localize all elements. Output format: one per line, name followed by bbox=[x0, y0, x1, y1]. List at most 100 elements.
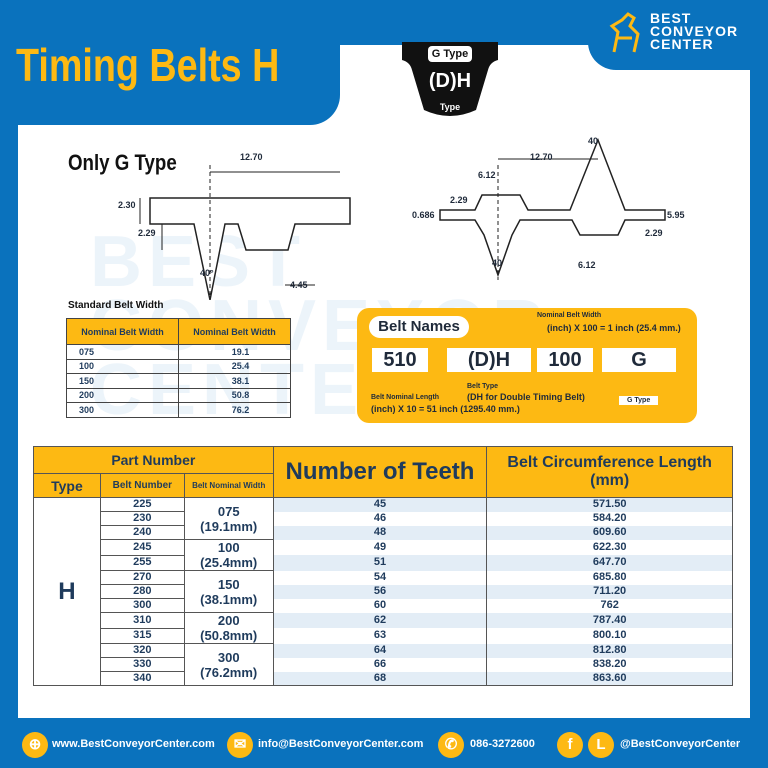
phone-icon: ✆ bbox=[438, 732, 464, 758]
length-cell: 685.80 bbox=[592, 571, 627, 583]
page-title: Timing Belts H bbox=[16, 39, 280, 91]
belt-number-cell: 300 bbox=[99, 598, 185, 613]
width-formula: (inch) X 100 = 1 inch (25.4 mm.) bbox=[547, 323, 681, 333]
teeth-cell: 66 bbox=[273, 657, 488, 672]
cell: 19.1 bbox=[178, 344, 291, 360]
nominal-width-cell: 100 (25.4mm) bbox=[183, 539, 274, 571]
badge-middle: (D)H bbox=[428, 70, 472, 92]
top-angle-label: 40 bbox=[588, 136, 599, 146]
pitch-label: 12.70 bbox=[530, 152, 553, 162]
lower-width-label: 6.12 bbox=[578, 260, 596, 270]
type-badge: G Type (D)H Type bbox=[398, 40, 502, 118]
belt-number-cell: 315 bbox=[99, 627, 185, 644]
length-cell: 787.40 bbox=[486, 612, 733, 628]
angle-label: 40 bbox=[492, 258, 503, 268]
email-link[interactable]: info@BestConveyorCenter.com bbox=[258, 738, 424, 750]
teeth-cell: 60 bbox=[273, 598, 488, 613]
table-row: 200 50.8 bbox=[66, 387, 291, 403]
badge-bottom: Type bbox=[439, 102, 461, 112]
length-label: Belt Nominal Length bbox=[371, 394, 440, 401]
tooth-width-label: 6.12 bbox=[478, 170, 496, 180]
g-box: G bbox=[602, 348, 676, 372]
cell: 50.8 bbox=[178, 387, 291, 403]
facebook-icon[interactable]: f bbox=[557, 732, 583, 758]
width-label: Nominal Belt Width bbox=[537, 312, 602, 319]
table-row: 255 51 647.70 bbox=[34, 554, 733, 571]
logo-line: BEST bbox=[650, 10, 692, 26]
length-cell: 800.10 bbox=[592, 629, 627, 642]
table-row: 150 38.1 bbox=[66, 373, 291, 389]
website-link[interactable]: www.BestConveyorCenter.com bbox=[52, 738, 215, 750]
teeth-cell: 54 bbox=[273, 570, 488, 585]
width-box: 100 bbox=[537, 348, 593, 372]
cell: 76.2 bbox=[178, 402, 291, 418]
cell: 25.4 bbox=[178, 358, 291, 374]
footer: ⊕ www.BestConveyorCenter.com ✉ info@Best… bbox=[0, 722, 768, 768]
teeth-cell: 56 bbox=[273, 584, 488, 599]
mail-icon: ✉ bbox=[227, 732, 253, 758]
belt-number-cell: 255 bbox=[99, 554, 185, 571]
teeth-cell: 48 bbox=[273, 525, 488, 540]
logo-line: CONVEYOR bbox=[650, 23, 739, 39]
teeth-cell: 68 bbox=[273, 671, 488, 686]
badge-shape bbox=[402, 42, 498, 116]
phone-number[interactable]: 086-3272600 bbox=[470, 738, 535, 750]
standard-width-table: Nominal Belt Width Nominal Belt Width 075… bbox=[66, 318, 291, 418]
length-formula: (inch) X 10 = 51 inch (1295.40 mm.) bbox=[371, 404, 520, 414]
pitch-label: 12.70 bbox=[240, 152, 263, 162]
table-row: 315 63 800.10 bbox=[34, 627, 733, 644]
cell: 300 bbox=[66, 402, 179, 418]
table-row: 240 48 609.60 bbox=[34, 525, 733, 540]
table-row: 340 68 863.60 bbox=[34, 671, 733, 686]
table-row: 230 46 584.20 bbox=[34, 511, 733, 526]
thickness-label: 0.686 bbox=[412, 210, 435, 220]
width-mm: (19.1mm) bbox=[200, 518, 258, 534]
total-height-label: 5.95 bbox=[667, 210, 685, 220]
logo-icon bbox=[609, 12, 640, 53]
diagram-heading: Only G Type bbox=[68, 150, 177, 175]
tooth-height-label: 2.29 bbox=[138, 228, 156, 238]
belt-number-cell: 280 bbox=[99, 584, 185, 599]
cell: 150 bbox=[66, 373, 179, 389]
belt-names-title: Belt Names bbox=[369, 316, 469, 338]
type-header: Type bbox=[33, 473, 101, 498]
belt-number-cell: 340 bbox=[99, 671, 185, 686]
type-cell: H bbox=[33, 497, 101, 686]
line-icon[interactable]: L bbox=[588, 732, 614, 758]
table-row: 075 19.1 bbox=[66, 344, 291, 360]
belt-number-cell: 330 bbox=[99, 657, 185, 672]
table-row: 320 300 (76.2mm) 64 812.80 bbox=[34, 643, 733, 686]
length-cell: 863.60 bbox=[486, 671, 733, 686]
teeth-cell: 64 bbox=[273, 643, 488, 658]
nominal-width-cell: 075 (19.1mm) bbox=[183, 497, 274, 540]
logo-text: BEST CONVEYOR CENTER bbox=[650, 10, 739, 51]
tooth-height-label: 2.29 bbox=[450, 195, 468, 205]
single-belt-diagram bbox=[139, 165, 351, 300]
belt-number-cell: 245 bbox=[99, 539, 185, 556]
teeth-header: Number of Teeth bbox=[272, 446, 488, 498]
belt-number-cell: 310 bbox=[99, 612, 185, 629]
length-cell: 571.50 bbox=[486, 497, 733, 512]
length-cell: 647.70 bbox=[486, 555, 733, 571]
type-label: Belt Type bbox=[467, 383, 498, 390]
length-cell: 762 bbox=[600, 599, 619, 611]
cell: 100 bbox=[66, 358, 179, 374]
table-row: 270 150 (38.1mm) 54 685.80 bbox=[34, 570, 733, 613]
column-header: Nominal Belt Width bbox=[178, 318, 291, 345]
type-box: (D)H bbox=[447, 348, 531, 372]
globe-icon: ⊕ bbox=[22, 732, 48, 758]
table-row: 245 100 (25.4mm) 49 622.30 bbox=[34, 539, 733, 571]
teeth-cell: 45 bbox=[273, 497, 488, 512]
length-cell: 609.60 bbox=[486, 525, 733, 540]
belt-number-cell: 230 bbox=[99, 511, 185, 526]
teeth-cell: 46 bbox=[273, 511, 488, 526]
table-row: H 225 075 (19.1mm) 45 571.50 bbox=[33, 497, 733, 686]
belt-number-cell: 270 bbox=[99, 570, 185, 585]
lower-height-label: 2.29 bbox=[645, 228, 663, 238]
length-header: Belt Circumference Length (mm) bbox=[486, 446, 733, 498]
width-code: 150 bbox=[217, 576, 240, 592]
column-header: Nominal Belt Width bbox=[66, 318, 179, 345]
double-belt-diagram bbox=[439, 137, 666, 280]
width-mm: (76.2mm) bbox=[200, 664, 258, 680]
width-mm: (25.4mm) bbox=[200, 555, 258, 570]
